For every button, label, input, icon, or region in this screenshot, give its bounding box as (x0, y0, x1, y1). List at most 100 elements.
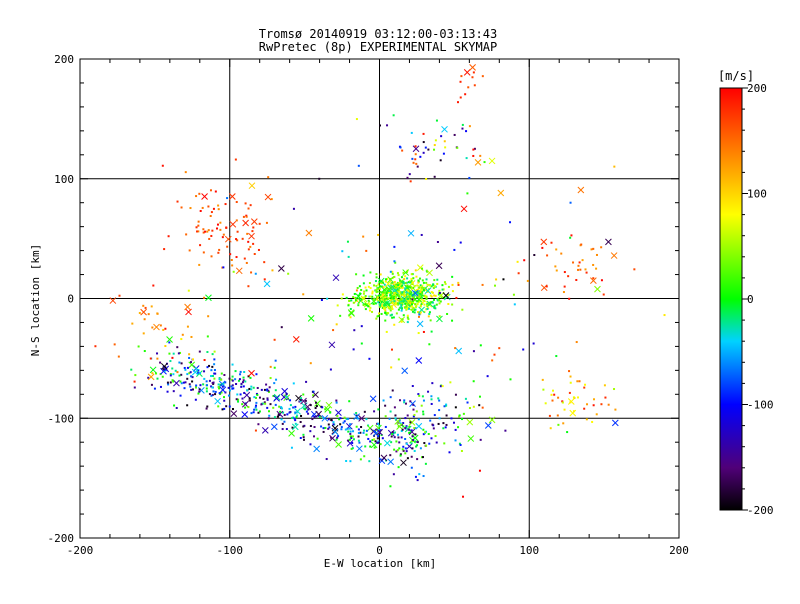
data-point (447, 294, 450, 297)
data-point (130, 368, 133, 371)
data-point (94, 345, 97, 348)
data-point (436, 297, 439, 300)
data-point (424, 295, 427, 298)
data-point (407, 285, 410, 288)
data-point (213, 350, 216, 353)
data-point (302, 293, 305, 296)
data-point (247, 248, 250, 251)
data-point (595, 413, 598, 416)
data-point (248, 387, 251, 390)
data-point (337, 435, 340, 438)
data-point (346, 240, 349, 243)
data-point (339, 417, 342, 420)
data-point (422, 413, 425, 416)
data-point (236, 239, 239, 242)
data-point (402, 445, 405, 448)
data-point (399, 454, 402, 457)
data-point (412, 415, 415, 418)
data-point (388, 417, 391, 420)
data-point (142, 304, 145, 307)
data-point (263, 278, 266, 281)
data-point (417, 281, 420, 284)
data-point (273, 416, 276, 419)
data-point (434, 285, 437, 288)
data-point (420, 291, 423, 294)
data-point (433, 175, 436, 178)
data-point (438, 409, 441, 412)
data-point (335, 401, 338, 404)
data-point (294, 422, 297, 425)
data-point (220, 391, 223, 394)
data-point (377, 314, 380, 317)
data-point (353, 329, 356, 332)
data-point (410, 279, 413, 282)
data-point (254, 272, 257, 275)
data-point (400, 436, 403, 439)
data-point (572, 261, 575, 264)
data-point (156, 357, 159, 360)
data-point (217, 383, 220, 386)
data-point (584, 383, 587, 386)
data-point (206, 230, 209, 233)
data-point (290, 446, 293, 449)
data-point (247, 375, 250, 378)
data-point-x (466, 418, 474, 426)
data-point (144, 306, 147, 309)
data-point (454, 406, 457, 409)
data-point (414, 269, 417, 272)
data-point (212, 390, 215, 393)
data-point (398, 447, 401, 450)
data-point-x (605, 238, 612, 246)
data-point (382, 399, 385, 402)
data-point (368, 282, 371, 285)
data-point (419, 295, 422, 298)
data-point (362, 431, 365, 434)
data-point (338, 418, 341, 421)
data-point (379, 290, 382, 293)
data-point (398, 281, 401, 284)
data-point-x (370, 441, 378, 449)
data-point-x (418, 306, 425, 314)
data-point (393, 448, 396, 451)
data-point (404, 282, 407, 285)
data-point (456, 101, 459, 104)
data-point (188, 383, 191, 386)
data-point (255, 401, 258, 404)
data-point (551, 389, 554, 392)
data-point (384, 278, 387, 281)
data-point (386, 278, 389, 281)
data-point (242, 215, 245, 218)
data-point-x (219, 386, 227, 394)
data-point-x (387, 458, 395, 466)
data-point (410, 273, 413, 276)
data-point (168, 352, 171, 355)
data-point (223, 407, 226, 410)
data-point (186, 373, 189, 376)
data-point (451, 319, 454, 322)
data-point (409, 302, 412, 305)
data-point (406, 176, 409, 179)
data-point-x (281, 387, 289, 395)
data-point (411, 287, 414, 290)
data-point (214, 390, 217, 393)
data-point (322, 427, 325, 430)
data-point (377, 440, 380, 443)
data-point (425, 178, 428, 181)
data-point (147, 313, 150, 316)
data-point (459, 241, 462, 244)
data-point (461, 308, 464, 311)
data-point (360, 325, 363, 328)
data-point (220, 372, 223, 375)
data-point (412, 403, 415, 406)
data-point-x (488, 416, 496, 424)
data-point (192, 358, 195, 361)
data-point (217, 204, 220, 207)
data-point (425, 444, 428, 447)
data-point (399, 306, 402, 309)
data-point-x (455, 347, 463, 355)
data-point (203, 377, 206, 380)
data-point (163, 370, 166, 373)
data-point (413, 427, 416, 430)
data-point (214, 190, 217, 193)
data-point (258, 410, 261, 413)
